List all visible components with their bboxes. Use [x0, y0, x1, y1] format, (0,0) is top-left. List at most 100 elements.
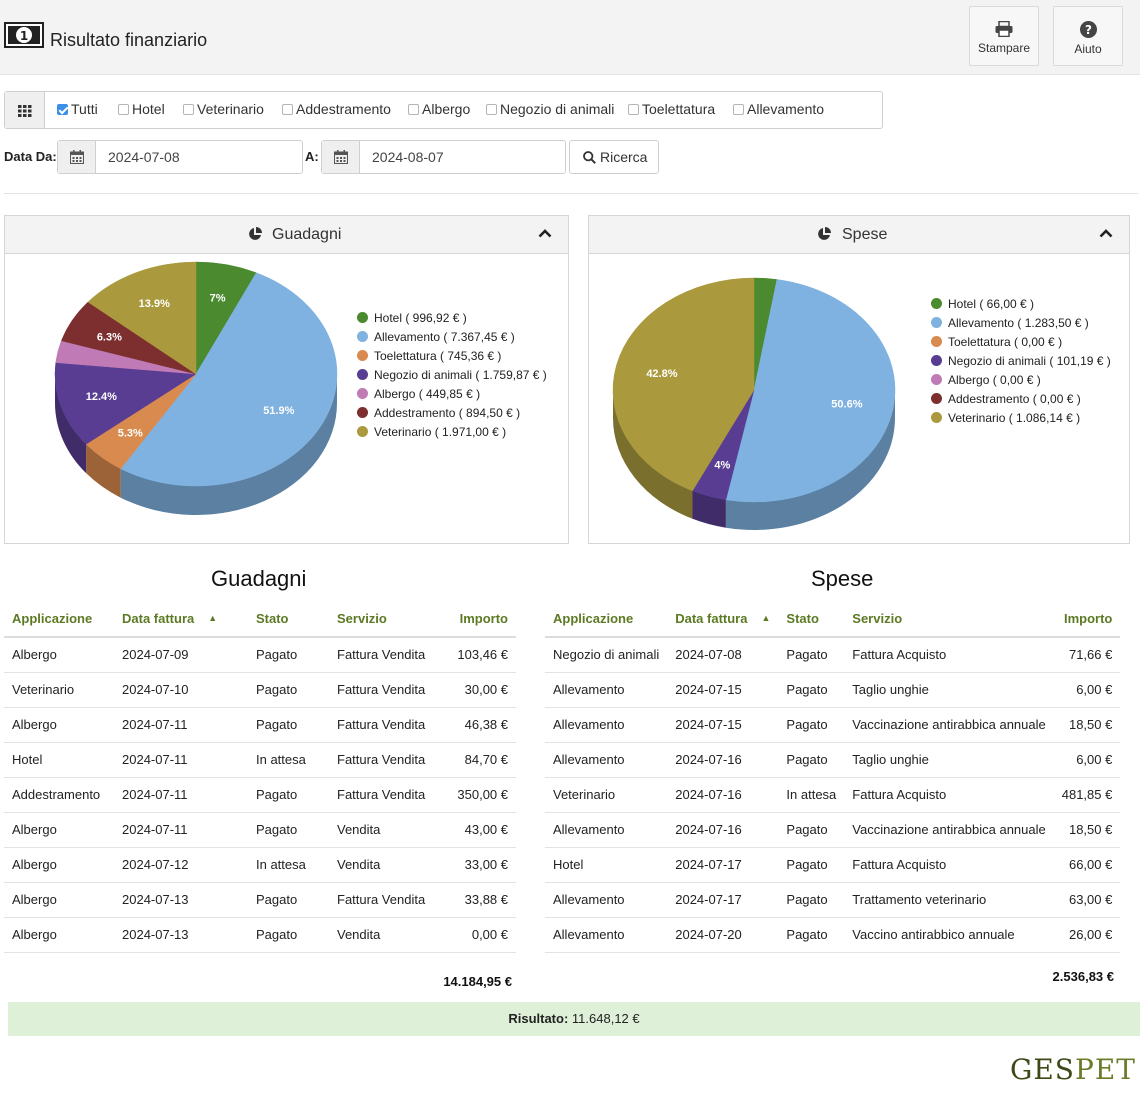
table-row[interactable]: Allevamento 2024-07-16 Pagato Vaccinazione …	[545, 812, 1121, 848]
filter-tutti[interactable]: Tutti	[57, 101, 98, 119]
calendar-button[interactable]	[58, 141, 96, 173]
table-row[interactable]: Albergo 2024-07-12 In attesa Vendita 33,00 €	[4, 847, 516, 883]
legend-item[interactable]: Albergo ( 0,00 € )	[931, 373, 1111, 392]
checkbox[interactable]	[282, 104, 293, 115]
filter-negozio-di-animali[interactable]: Negozio di animali	[486, 101, 614, 119]
table-row[interactable]: Albergo 2024-07-13 Pagato Fattura Vendita 33…	[4, 882, 516, 918]
cell-stato: In attesa	[248, 742, 329, 778]
date-from-value[interactable]: 2024-07-08	[108, 149, 180, 165]
cell-applicazione: Addestramento	[4, 777, 114, 813]
column-header-importo[interactable]: Importo	[445, 601, 516, 638]
legend-item[interactable]: Negozio di animali ( 1.759,87 € )	[357, 368, 547, 387]
cell-stato: Pagato	[248, 637, 329, 673]
table-row[interactable]: Veterinario 2024-07-16 In attesa Fattura Ac…	[545, 777, 1121, 813]
legend-item[interactable]: Toelettatura ( 0,00 € )	[931, 335, 1111, 354]
chevron-up-icon[interactable]	[538, 228, 552, 238]
table-row[interactable]: Albergo 2024-07-09 Pagato Fattura Vendita 10…	[4, 637, 516, 673]
legend-label: Negozio di animali ( 101,19 € )	[948, 354, 1111, 368]
legend-item[interactable]: Negozio di animali ( 101,19 € )	[931, 354, 1111, 373]
cell-importo: 30,00 €	[445, 672, 516, 708]
legend-item[interactable]: Addestramento ( 0,00 € )	[931, 392, 1111, 411]
checkbox[interactable]	[118, 104, 129, 115]
table-row[interactable]: Hotel 2024-07-11 In attesa Fattura Vendita 8…	[4, 742, 516, 778]
legend-item[interactable]: Hotel ( 996,92 € )	[357, 311, 547, 330]
cell-stato: Pagato	[778, 637, 845, 673]
table-row[interactable]: Negozio di animali 2024-07-08 Pagato Fattur…	[545, 637, 1121, 673]
legend-item[interactable]: Toelettatura ( 745,36 € )	[357, 349, 547, 368]
legend-item[interactable]: Hotel ( 66,00 € )	[931, 297, 1111, 316]
column-header-applicazione[interactable]: Applicazione	[545, 601, 668, 638]
legend-item[interactable]: Allevamento ( 1.283,50 € )	[931, 316, 1111, 335]
column-header-servizio[interactable]: Servizio	[329, 601, 445, 638]
search-label: Ricerca	[600, 149, 648, 165]
legend-item[interactable]: Allevamento ( 7.367,45 € )	[357, 330, 547, 349]
date-to-field[interactable]: 2024-08-07	[321, 140, 566, 174]
table-row[interactable]: Hotel 2024-07-17 Pagato Fattura Acquisto 66,…	[545, 847, 1121, 883]
filter-hotel[interactable]: Hotel	[118, 101, 165, 119]
cell-applicazione: Allevamento	[545, 917, 668, 953]
legend-item[interactable]: Addestramento ( 894,50 € )	[357, 406, 547, 425]
search-button[interactable]: Ricerca	[569, 140, 659, 174]
panel-header[interactable]: Guadagni	[5, 216, 568, 254]
column-header-data-fattura[interactable]: Data fattura ▲	[114, 601, 248, 638]
legend-label: Allevamento ( 7.367,45 € )	[374, 330, 515, 344]
guadagni-chart-panel: Guadagni 7% 51.9% 5.3% 12.4% 6.3% 13.9% Hotel…	[4, 215, 569, 544]
table-row[interactable]: Allevamento 2024-07-20 Pagato Vaccino antir…	[545, 917, 1121, 953]
table-row[interactable]: Albergo 2024-07-13 Pagato Vendita 0,00 €	[4, 917, 516, 953]
legend-marker	[357, 369, 368, 380]
legend-marker	[931, 412, 942, 423]
panel-title: Spese	[842, 226, 888, 243]
table-row[interactable]: Veterinario 2024-07-10 Pagato Fattura Vendi…	[4, 672, 516, 708]
checkbox[interactable]	[408, 104, 419, 115]
checkbox[interactable]	[183, 104, 194, 115]
grid-icon	[18, 105, 32, 117]
table-row[interactable]: Allevamento 2024-07-15 Pagato Taglio unghie…	[545, 672, 1121, 708]
legend-item[interactable]: Veterinario ( 1.086,14 € )	[931, 411, 1111, 430]
legend-item[interactable]: Veterinario ( 1.971,00 € )	[357, 425, 547, 444]
table-row[interactable]: Allevamento 2024-07-17 Pagato Trattamento v…	[545, 882, 1121, 918]
date-to-value[interactable]: 2024-08-07	[372, 149, 444, 165]
cell-servizio: Vendita	[329, 917, 445, 953]
filter-veterinario[interactable]: Veterinario	[183, 101, 264, 119]
checkbox[interactable]	[628, 104, 639, 115]
pie-slice-negozio-di-animali[interactable]	[54, 362, 197, 445]
filter-albergo[interactable]: Albergo	[408, 101, 470, 119]
checkbox[interactable]	[57, 104, 68, 115]
search-icon	[583, 151, 596, 164]
panel-header[interactable]: Spese	[589, 216, 1129, 254]
chevron-up-icon[interactable]	[1099, 228, 1113, 238]
result-bar: Risultato: 11.648,12 €	[8, 1002, 1140, 1036]
column-header-data-fattura[interactable]: Data fattura ▲	[667, 601, 779, 638]
pie-slice-allevamento[interactable]	[725, 279, 896, 503]
legend-item[interactable]: Albergo ( 449,85 € )	[357, 387, 547, 406]
column-header-stato[interactable]: Stato	[778, 601, 845, 638]
column-header-importo[interactable]: Importo	[1053, 601, 1121, 638]
pie-slice-veterinario[interactable]	[87, 261, 197, 375]
table-row[interactable]: Albergo 2024-07-11 Pagato Fattura Vendita 46…	[4, 707, 516, 743]
checkbox[interactable]	[733, 104, 744, 115]
print-button[interactable]: Stampare	[969, 6, 1039, 66]
pie-slice-allevamento[interactable]	[120, 272, 338, 487]
table-row[interactable]: Addestramento 2024-07-11 Pagato Fattura Ven…	[4, 777, 516, 813]
table-row[interactable]: Allevamento 2024-07-16 Pagato Taglio unghie…	[545, 742, 1121, 778]
help-button[interactable]: ? Aiuto	[1053, 6, 1123, 66]
calendar-button[interactable]	[322, 141, 360, 173]
checkbox[interactable]	[486, 104, 497, 115]
cell-applicazione: Allevamento	[545, 707, 668, 743]
svg-text:1: 1	[20, 29, 28, 43]
pie-slice-side	[613, 390, 693, 519]
filter-allevamento[interactable]: Allevamento	[733, 101, 824, 119]
cell-servizio: Fattura Vendita	[329, 707, 445, 743]
table-row[interactable]: Allevamento 2024-07-15 Pagato Vaccinazione …	[545, 707, 1121, 743]
column-header-servizio[interactable]: Servizio	[844, 601, 1054, 638]
date-from-field[interactable]: 2024-07-08	[57, 140, 303, 174]
filter-addestramento[interactable]: Addestramento	[282, 101, 391, 119]
grid-toggle-button[interactable]	[5, 92, 45, 128]
column-header-applicazione[interactable]: Applicazione	[4, 601, 114, 638]
filter-toelettatura[interactable]: Toelettatura	[628, 101, 715, 119]
table-header-row: Applicazione Data fattura ▲ Stato Servizi…	[4, 601, 516, 638]
cell-stato: Pagato	[778, 882, 845, 918]
column-header-stato[interactable]: Stato	[248, 601, 329, 638]
pie-slice-veterinario[interactable]	[612, 277, 755, 492]
table-row[interactable]: Albergo 2024-07-11 Pagato Vendita 43,00 €	[4, 812, 516, 848]
